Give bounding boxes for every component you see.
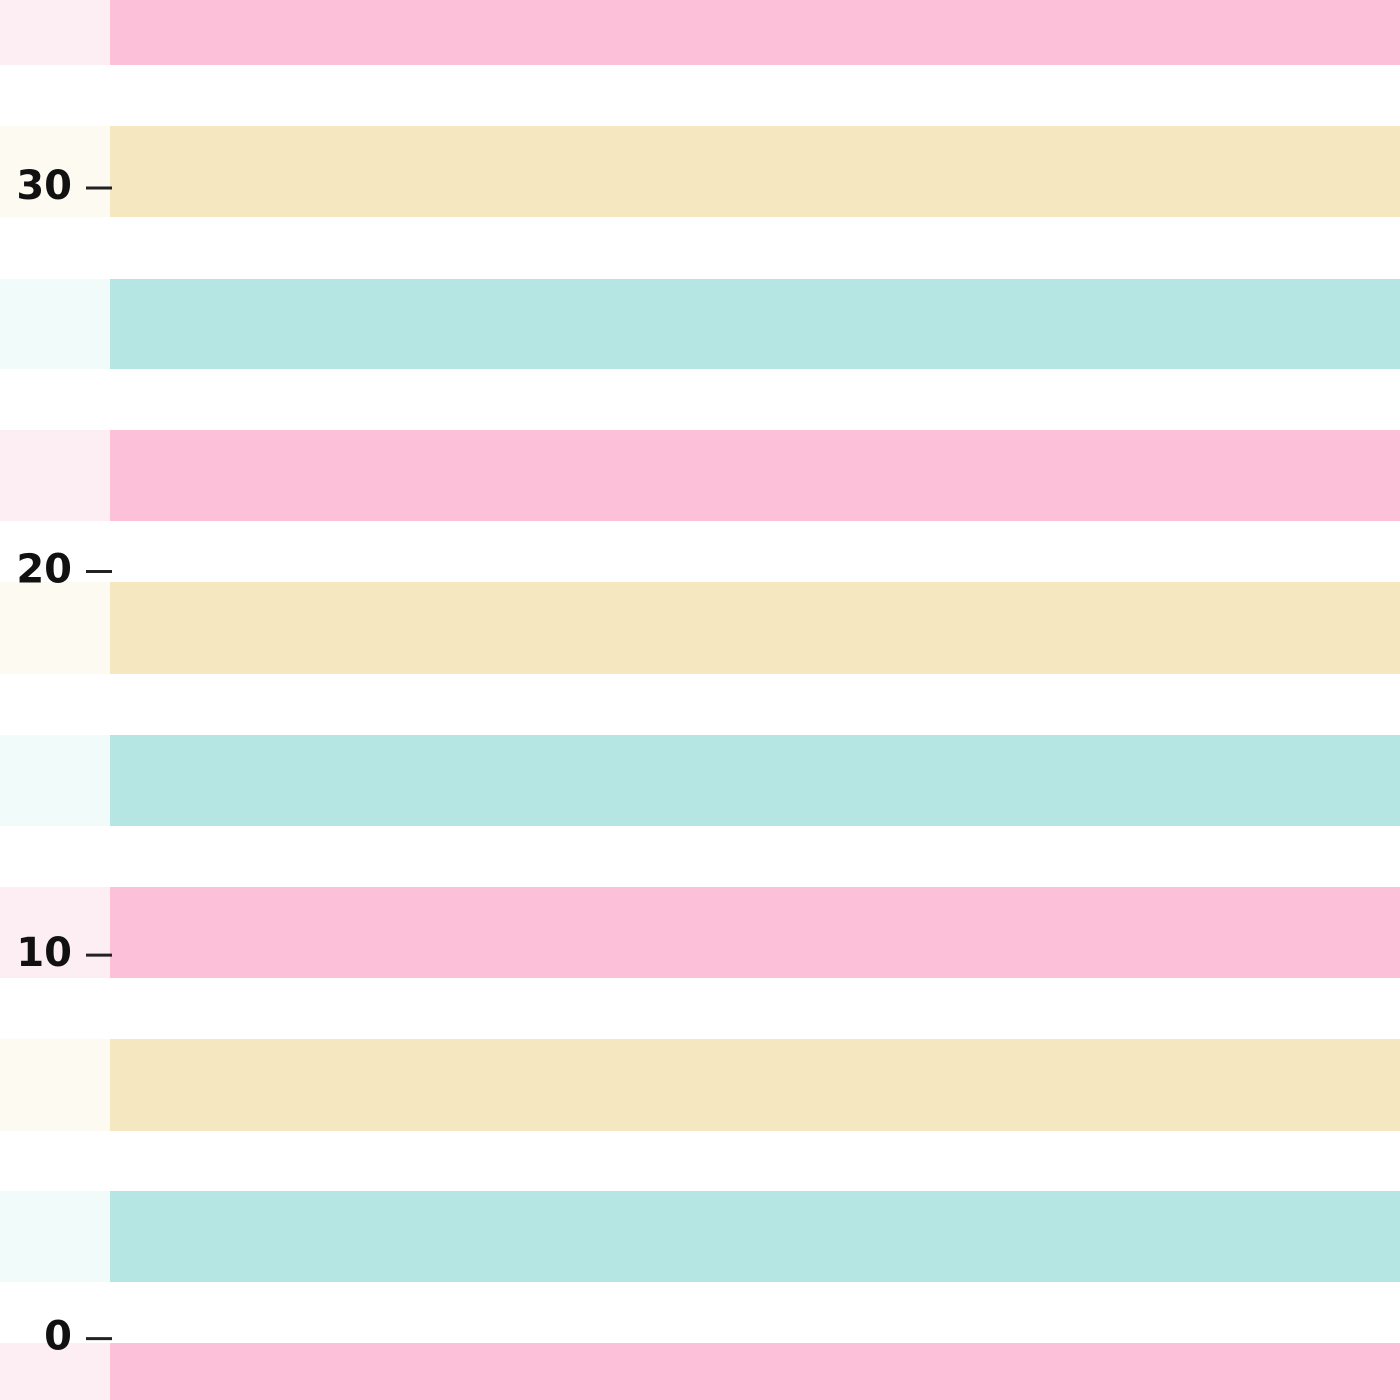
y-tick-label: 0 [44, 1314, 72, 1360]
y-tick-label: 10 [16, 930, 72, 976]
y-tick-label: 30 [16, 163, 72, 209]
y-tick-label: 20 [16, 547, 72, 593]
